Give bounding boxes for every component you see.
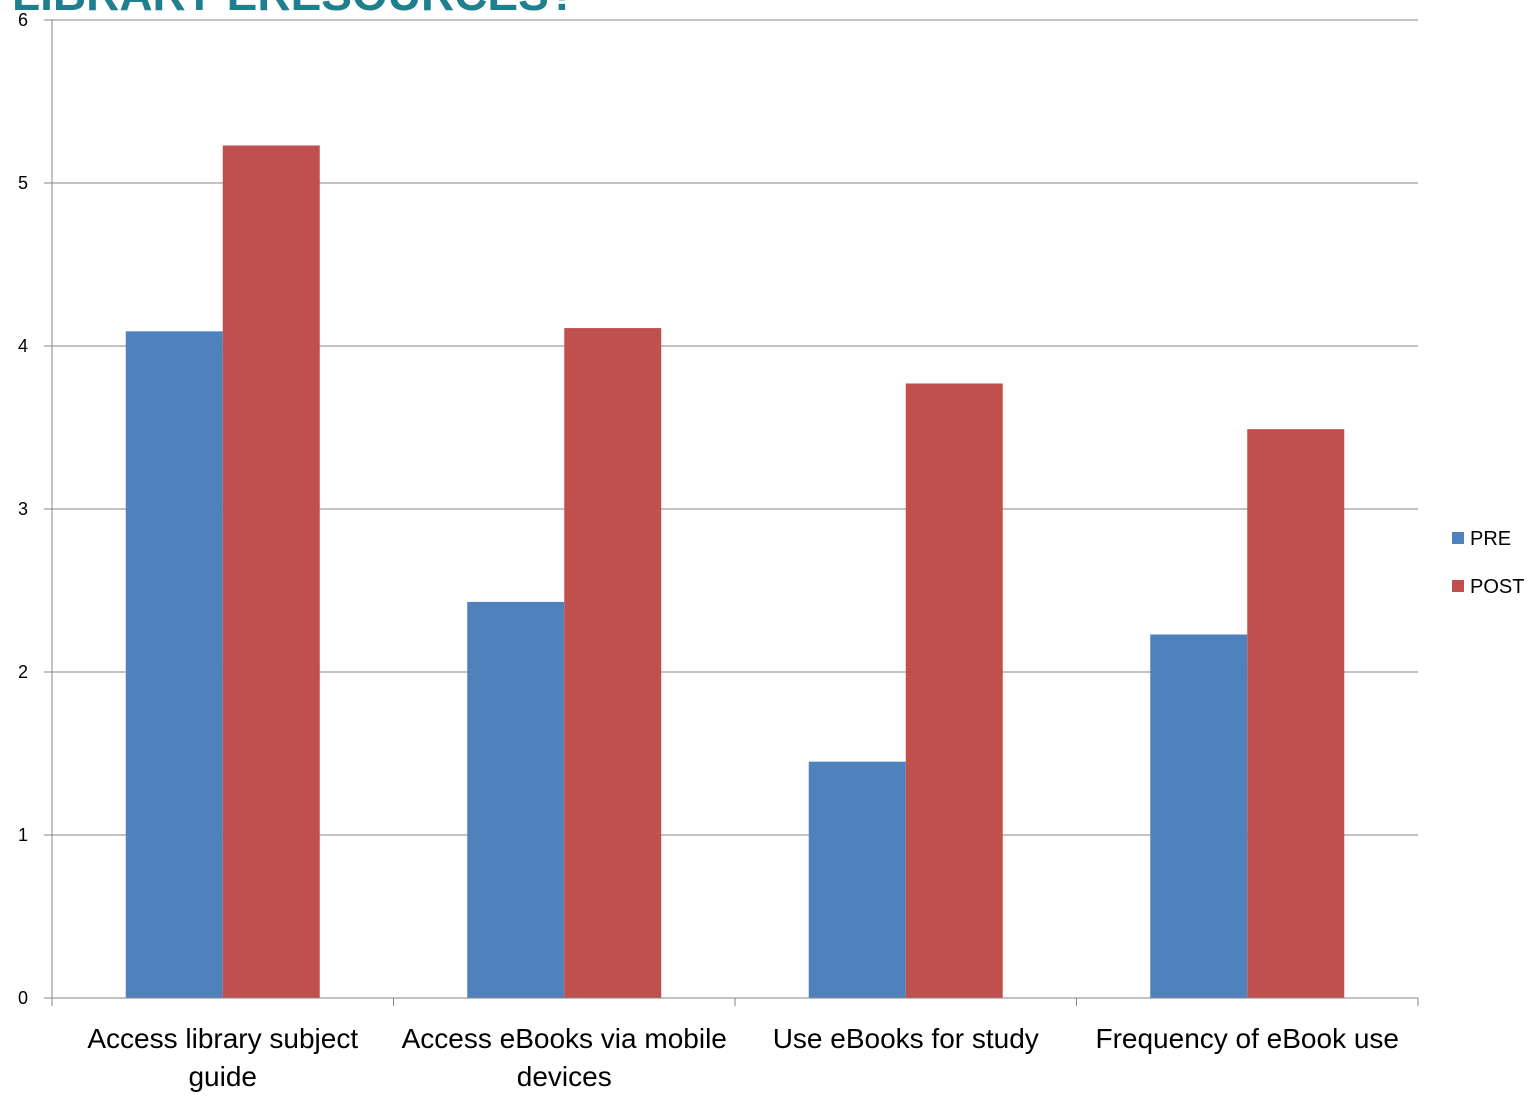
- bar: [125, 331, 223, 999]
- y-tick-label: 2: [18, 662, 28, 682]
- bar: [1247, 429, 1345, 998]
- y-tick-label: 6: [18, 10, 28, 30]
- bar: [808, 761, 906, 998]
- x-tick-label: Frequency of eBook use: [1095, 1023, 1399, 1054]
- legend-label: PRE: [1470, 528, 1511, 550]
- legend-swatch: [1452, 580, 1464, 592]
- chart-title: LIBRARY ERESOURCES?: [12, 0, 577, 20]
- y-tick-label: 3: [18, 499, 28, 519]
- x-tick-label: Access library subject guide: [87, 1023, 359, 1092]
- y-tick-label: 1: [18, 825, 28, 845]
- bar: [467, 601, 565, 998]
- y-tick-label: 5: [18, 173, 28, 193]
- y-tick-label: 0: [18, 988, 28, 1008]
- x-tick-label: Access eBooks via mobile devices: [401, 1023, 727, 1092]
- bar: [564, 328, 662, 998]
- y-tick-label: 4: [18, 336, 28, 356]
- bar: [1150, 634, 1248, 998]
- legend-swatch: [1452, 532, 1464, 544]
- bar: [905, 383, 1003, 998]
- bar: [222, 145, 320, 998]
- legend-label: POST: [1470, 576, 1524, 598]
- x-tick-label: Use eBooks for study: [772, 1023, 1039, 1054]
